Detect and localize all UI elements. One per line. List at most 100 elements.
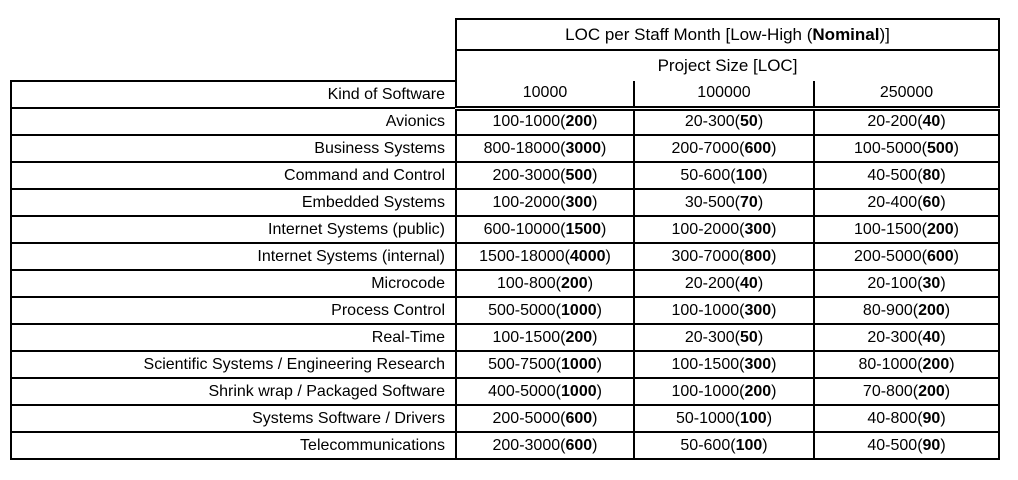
title-row: LOC per Staff Month [Low-High (Nominal)] xyxy=(11,18,1001,51)
nominal-value: 800 xyxy=(744,247,772,265)
nominal-value: 300 xyxy=(744,220,772,238)
table-body: Avionics 100-1000(200) 20-300(50) 20-200(40… xyxy=(10,107,1001,460)
nominal-value: 1000 xyxy=(561,301,597,319)
loc-value-cell: 800-18000(3000) xyxy=(455,134,635,163)
row-label: Shrink wrap / Packaged Software xyxy=(10,377,457,406)
close-paren: ) xyxy=(771,301,777,319)
nominal-value: 300 xyxy=(744,355,772,373)
nominal-value: 3000 xyxy=(565,139,602,157)
low-high-range: 100-1500( xyxy=(492,328,566,346)
close-paren: ) xyxy=(940,409,946,427)
close-paren: ) xyxy=(592,436,598,454)
loc-value-cell: 40-500(80) xyxy=(812,161,1001,190)
low-high-range: 40-500( xyxy=(867,166,923,184)
low-high-range: 100-1000( xyxy=(671,382,745,400)
low-high-range: 20-300( xyxy=(867,328,923,346)
close-paren: ) xyxy=(601,139,607,157)
table-row: Systems Software / Drivers 200-5000(600) 5… xyxy=(10,404,1001,433)
row-label: Embedded Systems xyxy=(10,188,457,217)
nominal-value: 600 xyxy=(744,139,772,157)
column-header-10000: 10000 xyxy=(455,81,635,111)
loc-value-cell: 100-1000(200) xyxy=(633,377,815,406)
table-title: LOC per Staff Month [Low-High (Nominal)] xyxy=(454,18,1001,51)
low-high-range: 80-900( xyxy=(862,301,919,319)
table-row: Process Control 500-5000(1000) 100-1000(30… xyxy=(10,296,1001,325)
close-paren: ) xyxy=(601,220,607,238)
low-high-range: 200-5000( xyxy=(492,409,566,427)
table-row: Real-Time 100-1500(200) 20-300(50) 20-300(4… xyxy=(10,323,1001,352)
close-paren: ) xyxy=(605,247,611,265)
close-paren: ) xyxy=(944,382,951,400)
loc-value-cell: 500-5000(1000) xyxy=(455,296,635,325)
loc-value-cell: 400-5000(1000) xyxy=(455,377,635,406)
low-high-range: 100-1500( xyxy=(671,355,745,373)
low-high-range: 50-600( xyxy=(680,436,736,454)
nominal-value: 600 xyxy=(926,247,954,265)
close-paren: ) xyxy=(762,166,768,184)
low-high-range: 20-200( xyxy=(684,274,741,292)
close-paren: ) xyxy=(940,274,946,292)
close-paren: ) xyxy=(592,113,598,131)
nominal-value: 100 xyxy=(735,166,763,184)
nominal-value: 70 xyxy=(740,193,758,211)
low-high-range: 400-5000( xyxy=(488,382,562,400)
close-paren: ) xyxy=(940,193,946,211)
loc-value-cell: 100-1500(300) xyxy=(633,350,815,379)
close-paren: ) xyxy=(949,355,955,373)
loc-value-cell: 100-1000(300) xyxy=(633,296,815,325)
low-high-range: 20-200( xyxy=(867,113,923,131)
column-header-250000: 250000 xyxy=(812,81,1001,111)
loc-value-cell: 50-600(100) xyxy=(633,431,815,460)
close-paren: ) xyxy=(953,247,959,265)
low-high-range: 200-7000( xyxy=(671,139,745,157)
loc-value-cell: 80-1000(200) xyxy=(812,350,1001,379)
table-row: Telecommunications 200-3000(600) 50-600(10… xyxy=(10,431,1001,460)
table-row: Microcode 100-800(200) 20-200(40) 20-100(30… xyxy=(10,269,1001,298)
loc-value-cell: 50-1000(100) xyxy=(633,404,815,433)
title-nominal-bold: Nominal xyxy=(812,24,880,44)
table-row: Embedded Systems 100-2000(300) 30-500(70) 2… xyxy=(10,188,1001,217)
low-high-range: 300-7000( xyxy=(671,247,745,265)
row-label: Scientific Systems / Engineering Researc… xyxy=(10,350,457,379)
low-high-range: 200-5000( xyxy=(854,247,927,265)
loc-value-cell: 200-7000(600) xyxy=(633,134,815,163)
blank-cell xyxy=(11,50,456,81)
project-size-header: Project Size [LOC] xyxy=(454,50,1001,81)
nominal-value: 50 xyxy=(740,113,758,131)
loc-value-cell: 500-7500(1000) xyxy=(455,350,635,379)
row-label: Microcode xyxy=(10,269,457,298)
loc-value-cell: 600-10000(1500) xyxy=(455,215,635,244)
close-paren: ) xyxy=(757,328,764,346)
low-high-range: 800-18000( xyxy=(483,139,566,157)
row-label: Real-Time xyxy=(10,323,457,352)
low-high-range: 20-300( xyxy=(684,328,741,346)
low-high-range: 20-300( xyxy=(684,113,741,131)
loc-value-cell: 30-500(70) xyxy=(633,188,815,217)
close-paren: ) xyxy=(757,193,764,211)
nominal-value: 200 xyxy=(926,220,954,238)
row-label: Systems Software / Drivers xyxy=(10,404,457,433)
close-paren: ) xyxy=(771,220,777,238)
nominal-value: 1000 xyxy=(561,382,597,400)
row-label: Internet Systems (internal) xyxy=(10,242,457,271)
nominal-value: 90 xyxy=(922,436,941,454)
low-high-range: 600-10000( xyxy=(483,220,566,238)
low-high-range: 500-5000( xyxy=(488,301,562,319)
table-row: Business Systems 800-18000(3000) 200-7000(… xyxy=(10,134,1001,163)
close-paren: ) xyxy=(771,355,777,373)
loc-value-cell: 200-5000(600) xyxy=(455,404,635,433)
loc-value-cell: 100-1000(200) xyxy=(455,107,635,136)
column-header-row: Kind of Software 10000 100000 250000 xyxy=(10,80,1001,111)
row-label: Command and Control xyxy=(10,161,457,190)
nominal-value: 100 xyxy=(740,409,767,427)
low-high-range: 30-500( xyxy=(684,193,741,211)
nominal-value: 40 xyxy=(922,328,941,346)
close-paren: ) xyxy=(940,328,946,346)
loc-value-cell: 20-400(60) xyxy=(812,188,1001,217)
close-paren: ) xyxy=(596,355,602,373)
nominal-value: 50 xyxy=(740,328,758,346)
close-paren: ) xyxy=(757,113,764,131)
nominal-value: 200 xyxy=(922,355,950,373)
loc-value-cell: 20-300(50) xyxy=(633,323,815,352)
loc-value-cell: 100-1500(200) xyxy=(455,323,635,352)
